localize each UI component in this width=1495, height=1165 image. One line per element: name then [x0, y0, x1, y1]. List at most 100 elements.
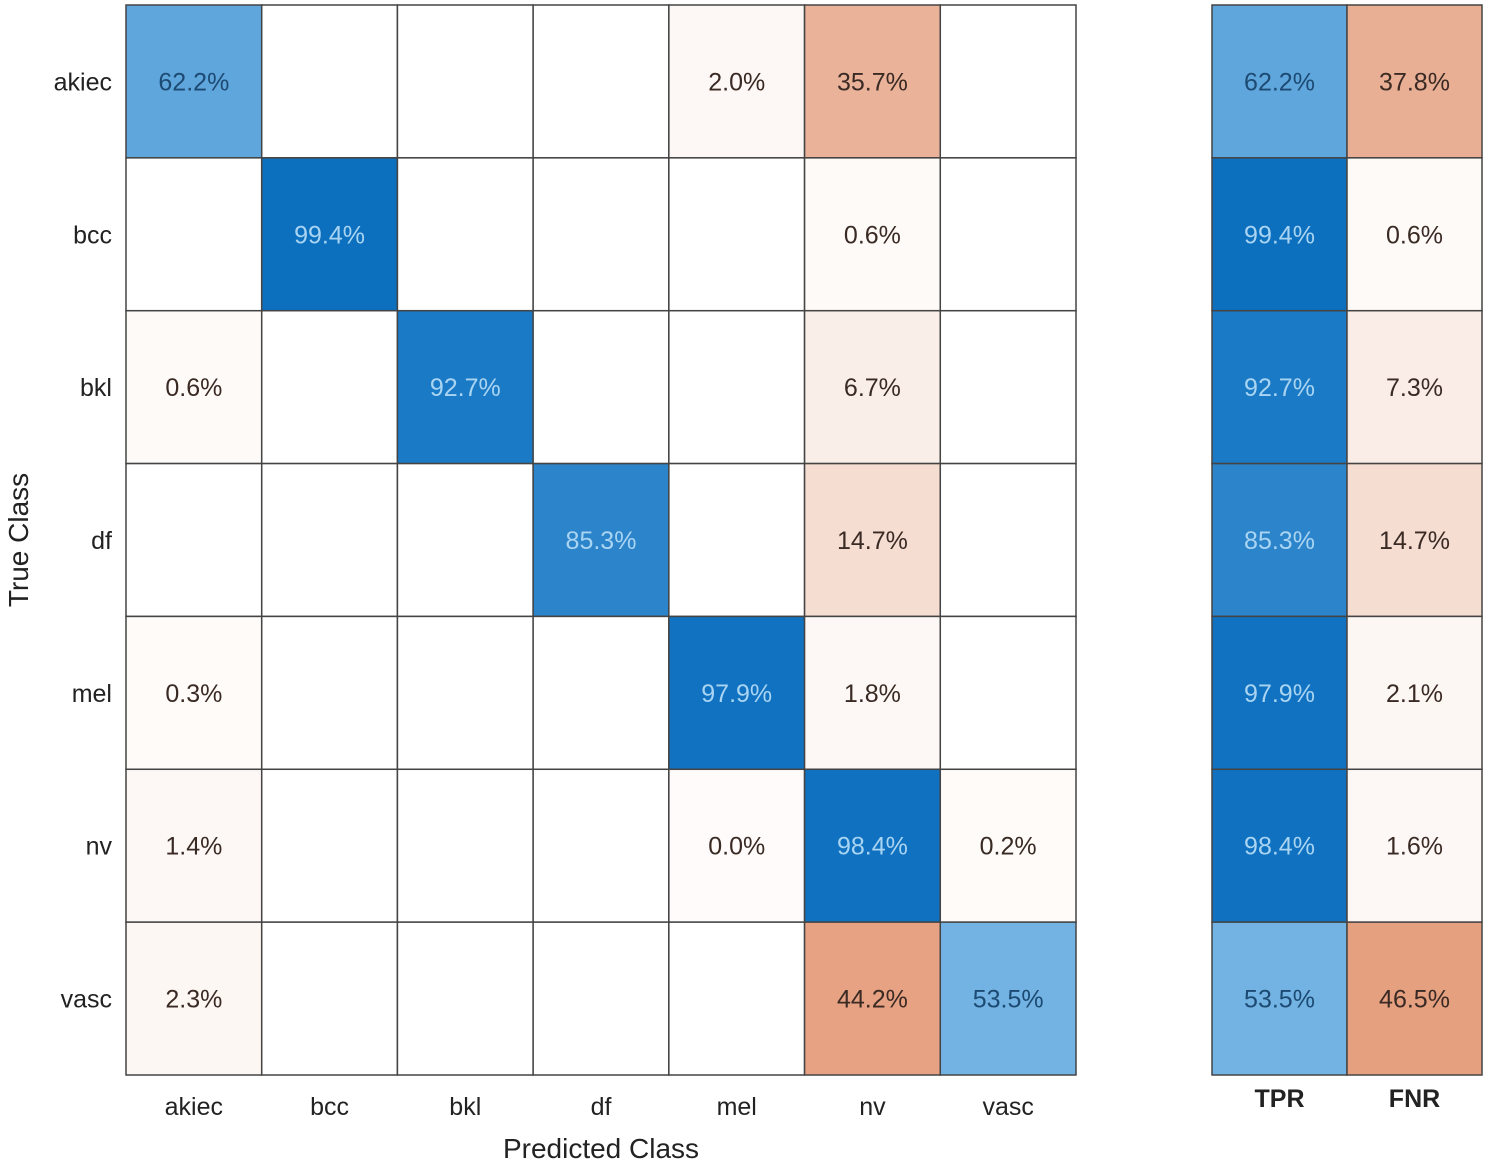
matrix-cell — [939, 462, 1077, 618]
summary-cell — [1211, 157, 1348, 312]
matrix-cell — [260, 615, 399, 771]
summary-value-label: 92.7% — [1244, 374, 1315, 402]
matrix-cell — [260, 462, 399, 618]
matrix-cell — [125, 4, 263, 159]
matrix-cell — [396, 768, 534, 923]
cell-value-label: 0.2% — [980, 833, 1037, 861]
matrix-cell — [668, 921, 806, 1076]
matrix-cell — [532, 921, 670, 1076]
summary-value-label: 97.9% — [1244, 680, 1315, 708]
matrix-cell — [939, 4, 1077, 159]
matrix-cell — [125, 768, 263, 923]
cell-value-label: 14.7% — [837, 527, 908, 555]
matrix-cell — [939, 768, 1077, 923]
summary-cell — [1211, 768, 1348, 923]
matrix-cell — [396, 462, 534, 618]
summary-column-label: FNR — [1389, 1085, 1440, 1113]
cell-value-label: 97.9% — [701, 680, 772, 708]
cell-value-label: 0.6% — [844, 221, 901, 249]
matrix-cell — [125, 309, 263, 465]
summary-value-label: 99.4% — [1244, 221, 1315, 249]
matrix-cell — [396, 157, 534, 312]
summary-value-label: 46.5% — [1379, 986, 1450, 1014]
matrix-cell — [260, 768, 399, 923]
summary-cell — [1211, 4, 1348, 159]
matrix-cell — [532, 4, 670, 159]
matrix-cell — [668, 615, 806, 771]
summary-cell — [1211, 309, 1348, 465]
matrix-cell — [668, 309, 806, 465]
summary-cell — [1346, 157, 1483, 312]
x-tick-label: nv — [859, 1093, 886, 1121]
summary-column-label: TPR — [1255, 1085, 1305, 1113]
cell-value-label: 2.3% — [165, 986, 222, 1014]
matrix-cell — [260, 4, 399, 159]
summary-cell — [1346, 4, 1483, 159]
matrix-cell — [260, 157, 399, 312]
x-tick-label: df — [591, 1093, 612, 1121]
summary-value-label: 1.6% — [1386, 833, 1443, 861]
matrix-cell — [396, 615, 534, 771]
x-tick-label: vasc — [982, 1093, 1033, 1121]
x-tick-label: bcc — [310, 1093, 349, 1121]
cell-value-label: 6.7% — [844, 374, 901, 402]
matrix-cell — [803, 462, 942, 618]
summary-cell — [1346, 615, 1483, 771]
summary-value-label: 14.7% — [1379, 527, 1450, 555]
matrix-cell — [803, 309, 942, 465]
cell-value-label: 35.7% — [837, 68, 908, 96]
y-tick-label: vasc — [61, 986, 112, 1014]
matrix-cell — [803, 157, 942, 312]
matrix-cell — [532, 309, 670, 465]
matrix-cell — [939, 921, 1077, 1076]
cell-value-label: 92.7% — [430, 374, 501, 402]
summary-value-label: 7.3% — [1386, 374, 1443, 402]
matrix-cell — [668, 462, 806, 618]
cell-value-label: 1.8% — [844, 680, 901, 708]
summary-value-label: 53.5% — [1244, 986, 1315, 1014]
y-tick-label: nv — [86, 833, 113, 861]
cell-value-label: 53.5% — [973, 986, 1044, 1014]
summary-cell — [1211, 615, 1348, 771]
matrix-cell — [396, 4, 534, 159]
cell-value-label: 1.4% — [165, 833, 222, 861]
y-tick-label: akiec — [54, 68, 112, 96]
matrix-cell — [803, 768, 942, 923]
summary-cell — [1211, 462, 1348, 618]
matrix-cell — [396, 921, 534, 1076]
matrix-cell — [939, 615, 1077, 771]
cell-value-label: 0.3% — [165, 680, 222, 708]
x-tick-label: bkl — [449, 1093, 481, 1121]
summary-value-label: 2.1% — [1386, 680, 1443, 708]
matrix-cell — [532, 615, 670, 771]
matrix-cell — [668, 768, 806, 923]
matrix-cell — [939, 157, 1077, 312]
matrix-cell — [803, 615, 942, 771]
cell-value-label: 2.0% — [708, 68, 765, 96]
cell-value-label: 44.2% — [837, 986, 908, 1014]
y-tick-label: bcc — [73, 221, 112, 249]
x-tick-label: mel — [717, 1093, 757, 1121]
y-tick-label: bkl — [80, 374, 112, 402]
matrix-cell — [939, 309, 1077, 465]
cell-value-label: 99.4% — [294, 221, 365, 249]
matrix-cell — [125, 157, 263, 312]
x-tick-label: akiec — [165, 1093, 223, 1121]
summary-cell — [1346, 921, 1483, 1076]
y-tick-label: mel — [72, 680, 112, 708]
matrix-cell — [532, 157, 670, 312]
summary-value-label: 98.4% — [1244, 833, 1315, 861]
matrix-cell — [260, 921, 399, 1076]
summary-value-label: 0.6% — [1386, 221, 1443, 249]
cell-value-label: 0.6% — [165, 374, 222, 402]
y-axis-title: True Class — [3, 473, 34, 607]
matrix-cell — [532, 768, 670, 923]
summary-value-label: 37.8% — [1379, 68, 1450, 96]
cell-value-label: 0.0% — [708, 833, 765, 861]
cell-value-label: 85.3% — [566, 527, 637, 555]
matrix-cell — [803, 921, 942, 1076]
summary-cell — [1346, 309, 1483, 465]
matrix-cell — [803, 4, 942, 159]
cell-value-label: 98.4% — [837, 833, 908, 861]
